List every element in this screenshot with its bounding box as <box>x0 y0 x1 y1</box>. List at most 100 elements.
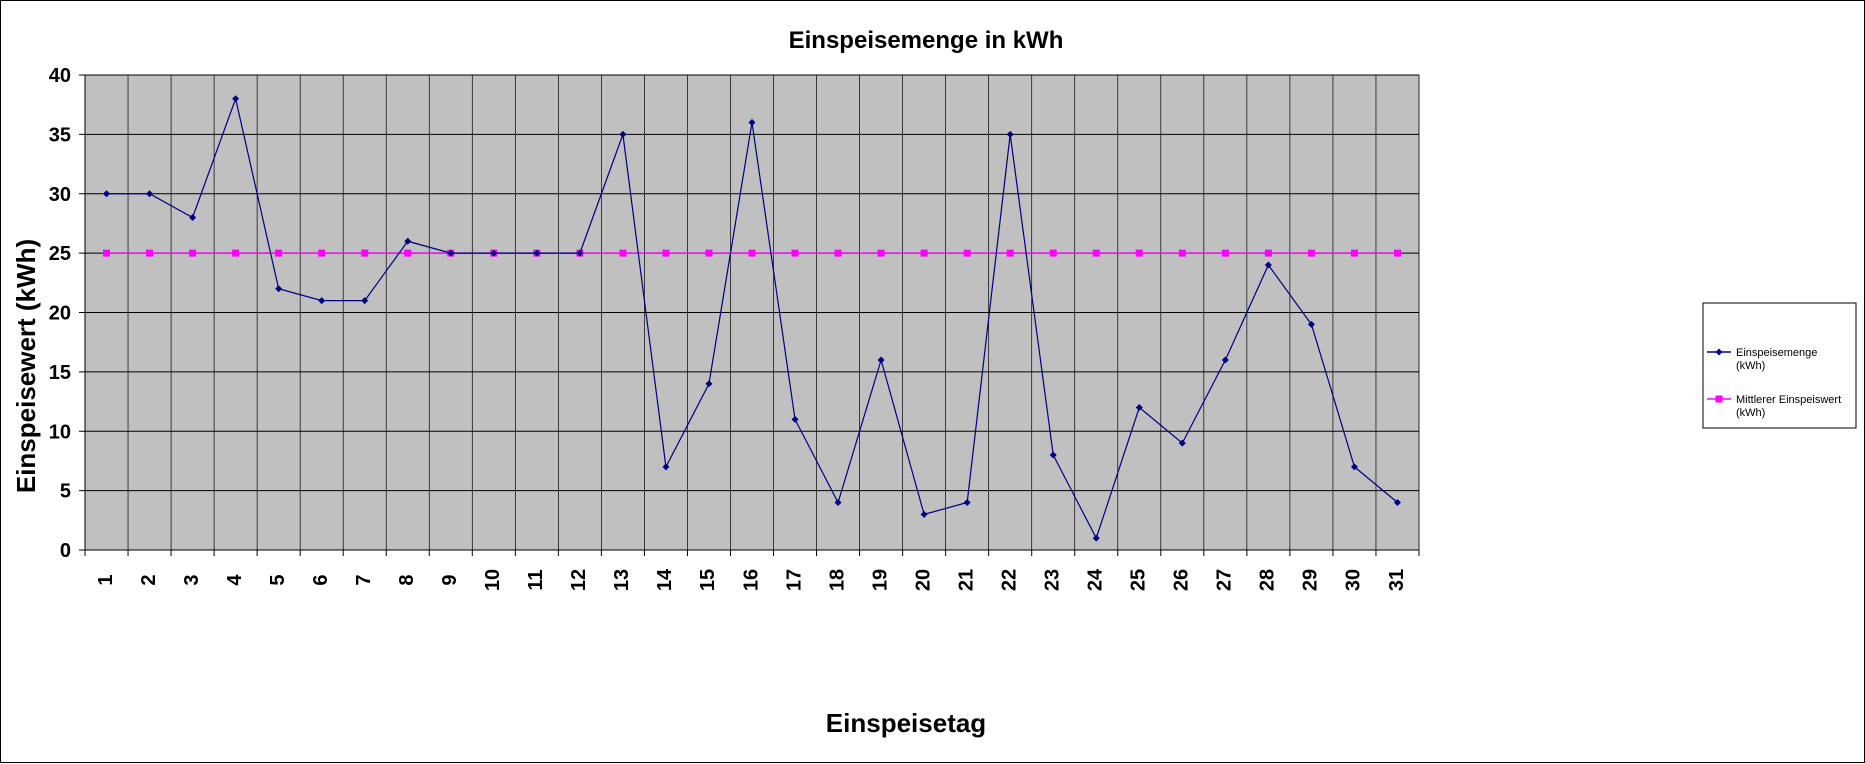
x-tick-label: 4 <box>224 574 246 586</box>
data-point <box>1049 451 1057 459</box>
data-point <box>1092 249 1100 257</box>
x-tick-label: 20 <box>912 569 934 591</box>
data-point <box>404 237 412 245</box>
data-point <box>662 249 670 257</box>
data-point <box>232 249 240 257</box>
data-point <box>447 249 455 257</box>
x-tick-label: 12 <box>568 569 590 591</box>
data-point <box>834 249 842 257</box>
data-point <box>576 249 584 257</box>
y-axis-title: Einspeisewert (kWh) <box>11 239 41 493</box>
legend-entry: Mittlerer Einspeiswert(kWh) <box>1707 394 1841 419</box>
data-point <box>748 119 756 126</box>
data-point <box>1049 249 1057 257</box>
y-tick-label: 20 <box>49 303 71 325</box>
x-tick-label: 26 <box>1171 569 1193 591</box>
data-point <box>189 249 197 257</box>
data-point <box>1006 249 1014 257</box>
x-tick-label: 28 <box>1257 569 1279 591</box>
x-tick-label: 17 <box>783 569 805 591</box>
legend-label: (kWh) <box>1736 407 1765 419</box>
series-einspeisemenge <box>103 95 1401 542</box>
data-point <box>1307 320 1315 328</box>
data-point <box>877 356 885 364</box>
data-point <box>1221 356 1229 364</box>
x-tick-label: 30 <box>1343 569 1365 591</box>
data-point <box>1178 439 1186 447</box>
data-point <box>920 510 928 518</box>
data-point <box>1307 249 1315 257</box>
data-point <box>533 249 541 257</box>
x-tick-label: 16 <box>740 569 762 591</box>
x-tick-label: 8 <box>396 574 418 585</box>
data-point <box>1135 404 1143 411</box>
y-tick-label: 30 <box>49 184 71 206</box>
x-tick-label: 11 <box>525 569 547 590</box>
x-axis-ticks: 1 2 3 4 5 6 7 8 9 10 11 12 13 14 15 16 17 18 19 20 21 22 23 24 2… <box>84 550 1420 591</box>
data-point <box>318 249 326 257</box>
data-point <box>232 95 240 103</box>
data-point <box>275 285 283 293</box>
legend-label: Einspeisemenge <box>1736 347 1817 359</box>
data-point <box>146 249 154 257</box>
data-point <box>834 499 842 506</box>
series-mittlerer-einspeiswert <box>103 249 1401 257</box>
data-point <box>361 249 369 257</box>
data-point <box>1264 261 1272 269</box>
y-axis-ticks: 0 5 10 15 20 25 30 35 40 <box>49 65 85 562</box>
legend-box <box>1702 302 1857 429</box>
data-point <box>705 380 713 388</box>
data-point <box>791 415 799 423</box>
data-point <box>404 249 412 257</box>
data-point <box>146 190 154 198</box>
data-point <box>1178 249 1186 257</box>
x-tick-label: 22 <box>998 569 1020 591</box>
data-point <box>619 130 627 138</box>
legend: Einspeisemenge(kWh)Mittlerer Einspeiswer… <box>1702 302 1857 429</box>
legend-swatch-marker <box>1715 395 1723 403</box>
x-tick-label: 7 <box>353 574 375 585</box>
data-point <box>619 249 627 257</box>
x-tick-label: 19 <box>869 569 891 591</box>
data-point <box>1006 130 1014 138</box>
x-tick-label: 27 <box>1214 569 1236 591</box>
data-point <box>748 249 756 257</box>
x-tick-label: 1 <box>95 574 117 585</box>
y-tick-label: 10 <box>49 421 71 443</box>
x-tick-label: 14 <box>654 568 676 591</box>
data-point <box>490 249 498 257</box>
y-tick-label: 35 <box>49 124 71 146</box>
data-point <box>318 297 326 305</box>
x-tick-label: 18 <box>826 569 848 591</box>
data-point <box>920 249 928 257</box>
data-point <box>1135 249 1143 257</box>
x-tick-label: 10 <box>482 569 504 591</box>
x-tick-label: 9 <box>439 574 461 585</box>
x-tick-label: 15 <box>697 569 719 591</box>
legend-swatch-marker <box>1715 348 1723 356</box>
x-tick-label: 24 <box>1085 568 1107 591</box>
data-point <box>1350 463 1358 471</box>
x-tick-label: 6 <box>310 574 332 585</box>
data-point <box>1393 499 1401 506</box>
y-tick-label: 40 <box>49 65 71 87</box>
x-tick-label: 3 <box>181 574 203 585</box>
data-point <box>1221 249 1229 257</box>
data-point <box>877 249 885 257</box>
data-point <box>1393 249 1401 257</box>
data-point <box>103 190 111 198</box>
y-tick-label: 15 <box>49 362 71 384</box>
series-layer <box>103 95 1401 542</box>
data-point <box>963 499 971 506</box>
legend-label: (kWh) <box>1736 360 1765 372</box>
y-tick-label: 5 <box>60 481 71 503</box>
data-point <box>1092 534 1100 542</box>
x-axis-title: Einspeisetag <box>826 708 986 738</box>
data-point <box>103 249 111 257</box>
x-tick-label: 25 <box>1128 569 1150 591</box>
x-tick-label: 5 <box>267 574 289 585</box>
data-point <box>1350 249 1358 257</box>
x-tick-label: 21 <box>955 569 977 591</box>
